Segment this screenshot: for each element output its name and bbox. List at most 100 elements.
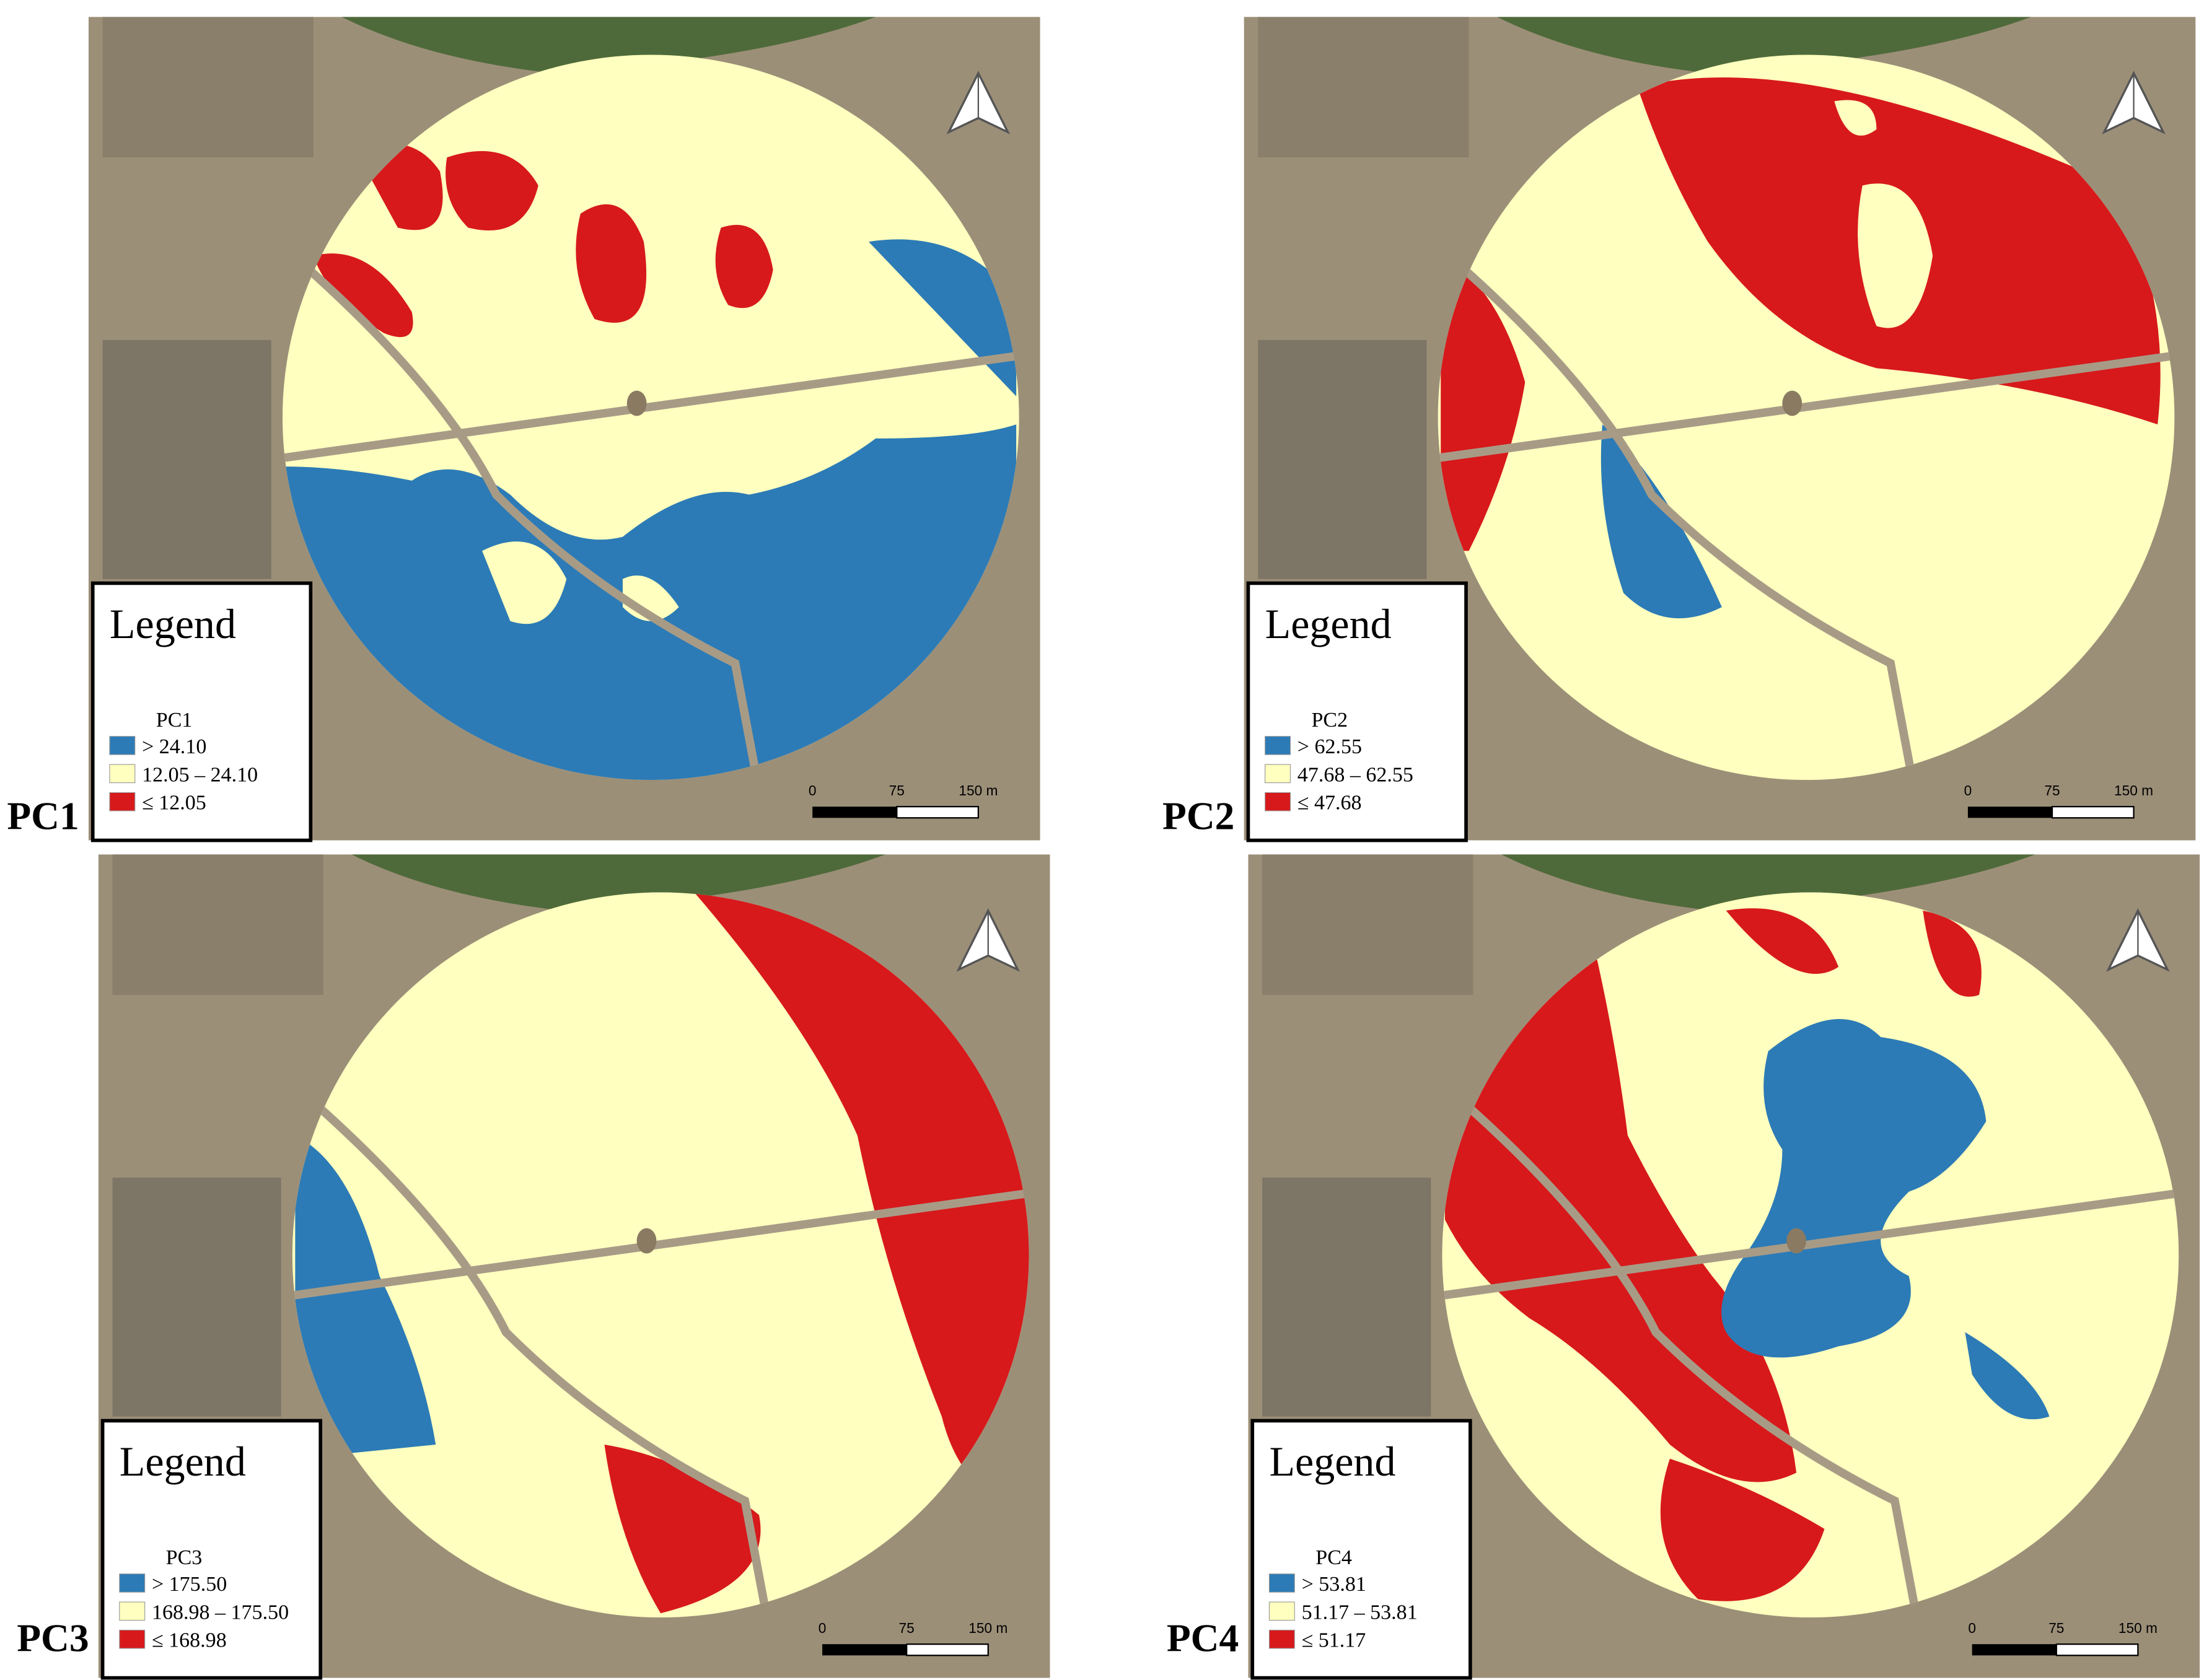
road	[1438, 349, 2175, 464]
legend-title: Legend	[1269, 1438, 1395, 1485]
farm-buildings	[112, 1178, 281, 1417]
legend-item: ≤ 168.98	[152, 1629, 227, 1652]
tree	[636, 1228, 657, 1254]
zone	[313, 253, 413, 338]
scale-bar-white	[896, 805, 980, 819]
zone	[1445, 910, 1797, 1482]
field	[282, 55, 1019, 781]
legend-layer: PC4	[1315, 1546, 1352, 1569]
map-panel: Legend PC4 > 53.81 51.17 – 53.81 ≤ 51.17 0 75 1…	[1248, 854, 2200, 1680]
legend-swatch	[1268, 1573, 1295, 1593]
scale-label: 75	[899, 1620, 915, 1636]
map-content	[98, 854, 1050, 1678]
panel-label: PC4	[1167, 1616, 1239, 1660]
zone	[1660, 1458, 1825, 1601]
zone	[1726, 908, 1839, 974]
road	[1442, 1187, 2179, 1302]
legend-swatch	[119, 1629, 146, 1649]
scale-label: 0	[1968, 1620, 1976, 1636]
green-crop	[1501, 854, 2035, 911]
map-panel: Legend PC3 > 175.50 168.98 – 175.50 ≤ 168.98…	[98, 854, 1050, 1680]
farm-buildings	[102, 339, 271, 579]
legend-item: 168.98 – 175.50	[152, 1601, 289, 1624]
zone	[1600, 424, 1722, 619]
field	[1438, 55, 2175, 781]
legend-swatch	[109, 792, 136, 812]
legend-item: 51.17 – 53.81	[1302, 1601, 1418, 1624]
zone	[576, 204, 647, 323]
road	[292, 1083, 771, 1614]
farm-yard	[1258, 17, 1469, 158]
zone	[715, 224, 773, 308]
tree	[1782, 390, 1802, 416]
legend-swatch	[1265, 736, 1291, 755]
zone	[1721, 1018, 1987, 1358]
tree	[1786, 1228, 1807, 1254]
panel-label: PC2	[1162, 794, 1234, 838]
zone	[295, 1135, 436, 1459]
green-crop	[1496, 17, 2031, 73]
legend-swatch	[1268, 1601, 1295, 1621]
road	[282, 349, 1019, 464]
scale-label: 150 m	[2114, 782, 2153, 798]
green-crop	[341, 17, 876, 73]
legend-layer: PC2	[1312, 709, 1348, 732]
scale-bar-white	[906, 1643, 989, 1656]
legend-item: > 62.55	[1297, 735, 1362, 758]
legend-swatch	[1268, 1629, 1295, 1649]
legend-item: ≤ 51.17	[1302, 1629, 1366, 1652]
road	[283, 245, 761, 777]
scale-label: 150 m	[2118, 1620, 2158, 1636]
farm-buildings	[1258, 339, 1427, 579]
legend-swatch	[109, 764, 136, 784]
legend-swatch	[119, 1573, 146, 1593]
zone	[1441, 255, 1526, 551]
map-content	[88, 17, 1040, 841]
legend-title: Legend	[1265, 600, 1392, 647]
scale-bar-black	[812, 807, 897, 818]
scale-label: 75	[2048, 1620, 2064, 1636]
scale-label: 150 m	[968, 1620, 1008, 1636]
scale-label: 150 m	[959, 782, 998, 798]
legend-item: > 24.10	[142, 735, 206, 758]
legend-item: > 175.50	[152, 1573, 227, 1596]
farm-yard	[112, 854, 323, 995]
scale-bar-black	[1972, 1644, 2057, 1656]
scale-bar-white	[2051, 805, 2135, 819]
scale-bar-white	[2055, 1643, 2139, 1656]
farm-yard	[1262, 854, 1473, 995]
scale-label: 0	[819, 1620, 827, 1636]
field	[1442, 892, 2179, 1618]
road	[1442, 1083, 1920, 1614]
legend-swatch	[109, 736, 136, 755]
map-panel: Legend PC2 > 62.55 47.68 – 62.55 ≤ 47.68 0 75 1…	[1244, 17, 2196, 842]
panel-label: PC3	[17, 1616, 89, 1660]
green-crop	[351, 854, 886, 911]
legend-item: ≤ 12.05	[142, 792, 206, 815]
legend-item: 12.05 – 24.10	[142, 763, 258, 786]
legend-swatch	[1265, 764, 1291, 784]
scale-bar-black	[1967, 807, 2053, 818]
farm-buildings	[1262, 1178, 1431, 1417]
road	[1438, 245, 1916, 777]
legend-swatch	[1265, 792, 1291, 812]
map-panel: Legend PC1 > 24.10 12.05 – 24.10 ≤ 12.05 0 75 1…	[88, 17, 1040, 842]
zone	[1834, 100, 1877, 136]
zone	[1858, 183, 1933, 328]
legend-title: Legend	[110, 600, 236, 647]
zone	[446, 151, 538, 231]
scale-label: 0	[1964, 782, 1972, 798]
zone	[604, 1445, 761, 1614]
legend-item: > 53.81	[1302, 1573, 1366, 1596]
zone	[1965, 1332, 2050, 1420]
scale-label: 75	[889, 782, 905, 798]
zone	[1923, 910, 1982, 997]
zone	[482, 541, 567, 624]
legend-item: ≤ 47.68	[1297, 792, 1362, 815]
legend-layer: PC1	[156, 709, 193, 732]
road	[292, 1187, 1029, 1302]
legend-title: Legend	[120, 1438, 246, 1485]
legend-layer: PC3	[166, 1546, 203, 1569]
zone	[285, 239, 1017, 781]
